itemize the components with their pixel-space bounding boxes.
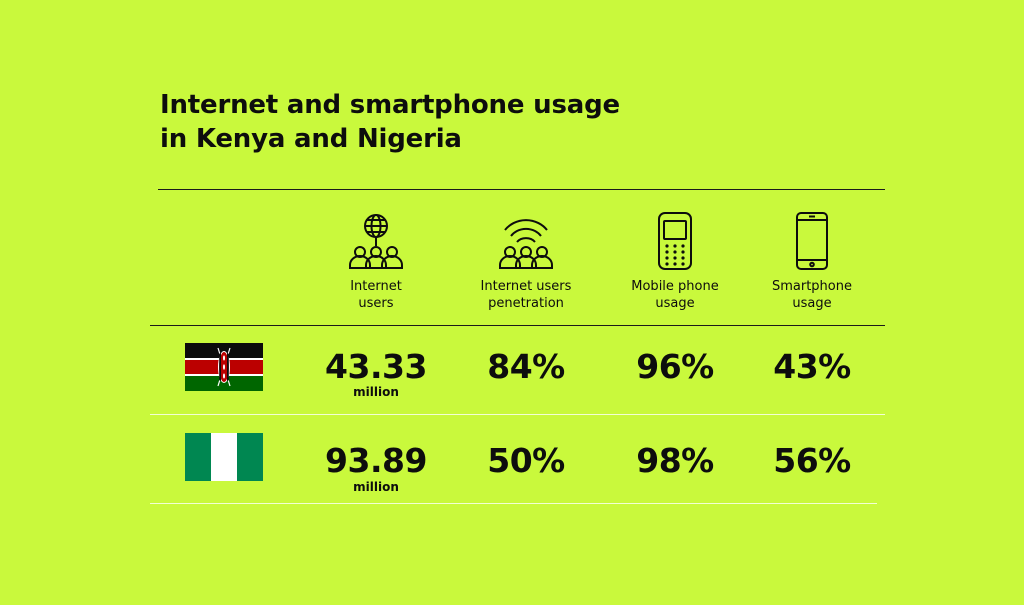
- smartphone-icon: [782, 212, 842, 272]
- nigeria-penetration-value: 50%: [487, 441, 565, 480]
- label-line: Mobile phone: [631, 279, 719, 294]
- nigeria-internet-users-unit: million: [353, 480, 399, 494]
- label-line: penetration: [488, 296, 564, 311]
- title-line-1: Internet and smartphone usage: [160, 90, 620, 120]
- column-label-mobile-phone: Mobile phone usage: [600, 278, 750, 312]
- label-line: usage: [792, 296, 832, 311]
- label-line: Internet users: [480, 279, 572, 294]
- kenya-smartphone-value: 43%: [773, 347, 851, 386]
- row-divider: [150, 414, 885, 415]
- feature-phone-icon: [645, 212, 705, 272]
- bottom-rule: [150, 503, 877, 504]
- label-line: usage: [655, 296, 695, 311]
- column-label-penetration: Internet users penetration: [451, 278, 601, 312]
- column-label-internet-users: Internet users: [301, 278, 451, 312]
- column-label-smartphone: Smartphone usage: [737, 278, 887, 312]
- kenya-internet-users-value: 43.33: [325, 347, 427, 386]
- label-line: Internet: [350, 279, 402, 294]
- label-line: Smartphone: [771, 279, 852, 294]
- kenya-mobile-phone-value: 96%: [636, 347, 714, 386]
- wifi-users-icon: [496, 212, 556, 272]
- nigeria-internet-users-value: 93.89: [325, 441, 427, 480]
- nigeria-smartphone-value: 56%: [773, 441, 851, 480]
- nigeria-mobile-phone-value: 98%: [636, 441, 714, 480]
- globe-users-icon: [346, 212, 406, 272]
- kenya-flag: [185, 343, 263, 391]
- label-line: users: [358, 296, 394, 311]
- header-rule: [150, 325, 885, 326]
- title-line-2: in Kenya and Nigeria: [160, 124, 462, 154]
- nigeria-flag: [185, 433, 263, 481]
- kenya-internet-users-unit: million: [353, 385, 399, 399]
- top-rule: [158, 189, 885, 190]
- kenya-penetration-value: 84%: [487, 347, 565, 386]
- chart-title: Internet and smartphone usage in Kenya a…: [160, 88, 620, 156]
